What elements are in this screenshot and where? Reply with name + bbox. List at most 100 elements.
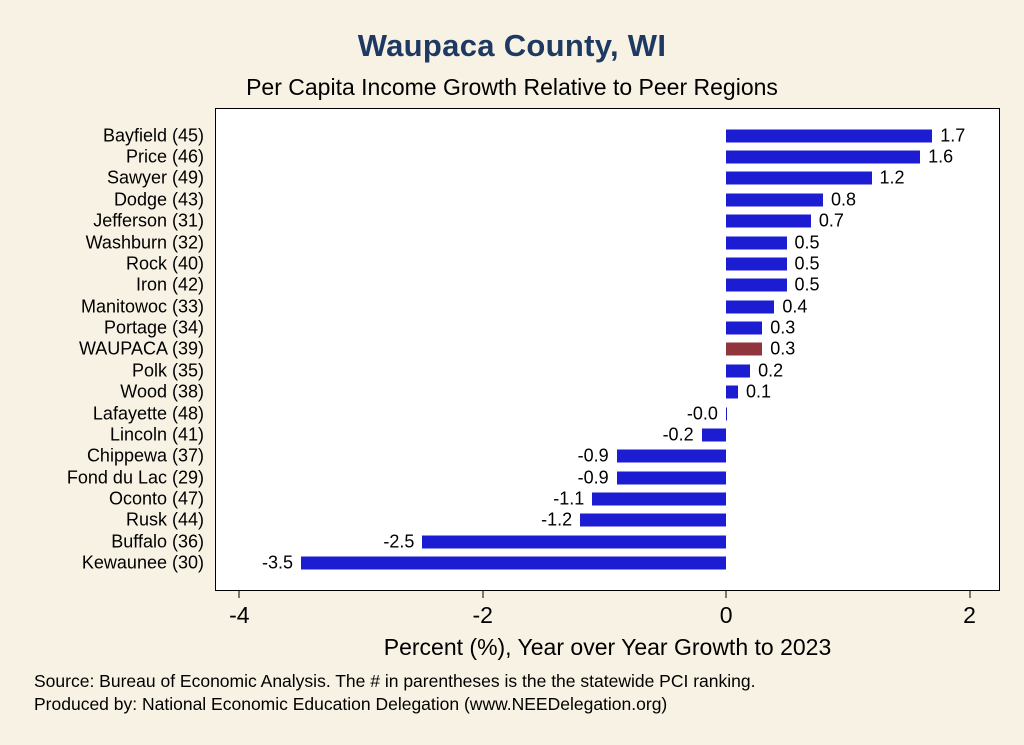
category-label: Wood (38): [120, 381, 204, 402]
category-label: WAUPACA (39): [78, 338, 204, 359]
value-label: 0.7: [818, 210, 844, 231]
bar-row: Manitowoc (33) 0.4: [81, 296, 999, 317]
bar-row: Buffalo (36) -2.5: [111, 531, 999, 552]
bar-row: Lafayette (48) -0.0: [93, 403, 999, 424]
value-label: 1.2: [879, 167, 905, 188]
bar: [725, 278, 787, 292]
bar-row: Oconto (47) -1.1: [109, 488, 999, 509]
bar: [725, 407, 728, 421]
value-label: 0.5: [794, 232, 820, 253]
bar: [725, 150, 921, 164]
value-label: -2.5: [383, 531, 415, 552]
bar: [725, 236, 787, 250]
category-label: Lincoln (41): [109, 424, 204, 445]
category-label: Polk (35): [131, 360, 204, 381]
bar: [725, 129, 933, 143]
value-label: -1.1: [553, 488, 585, 509]
bar: [592, 492, 726, 506]
bar: [725, 364, 751, 378]
bar-row: Kewaunee (30) -3.5: [82, 552, 999, 574]
bar-row: Sawyer (49) 1.2: [107, 167, 999, 189]
x-tick: [238, 590, 240, 598]
category-label: Washburn (32): [85, 232, 204, 253]
bar: [725, 342, 763, 356]
bar: [300, 556, 726, 570]
category-label: Bayfield (45): [102, 125, 204, 146]
chart-title: Waupaca County, WI: [357, 28, 667, 63]
bar: [725, 321, 763, 335]
bar: [725, 214, 811, 228]
value-label: 0.5: [794, 253, 820, 274]
chart-subtitle: Per Capita Income Growth Relative to Pee…: [246, 74, 778, 100]
category-label: Buffalo (36): [111, 531, 204, 552]
category-label: Jefferson (31): [93, 210, 204, 231]
value-label: -0.9: [577, 445, 609, 466]
bar: [616, 449, 726, 463]
value-label: -3.5: [261, 552, 293, 573]
bar-row: Polk (35) 0.2: [132, 360, 999, 381]
value-label: -0.2: [662, 424, 694, 445]
x-tick-label: 2: [963, 602, 976, 628]
category-label: Price (46): [125, 146, 204, 167]
category-label: Oconto (47): [108, 488, 204, 509]
bar: [725, 171, 872, 185]
category-label: Lafayette (48): [92, 403, 204, 424]
category-label: Sawyer (49): [106, 167, 204, 188]
value-label: -1.2: [541, 509, 573, 530]
bar-row: Iron (42) 0.5: [136, 274, 999, 296]
category-label: Rock (40): [125, 253, 204, 274]
bar-row: Jefferson (31) 0.7: [93, 210, 999, 232]
value-label: 0.8: [830, 189, 856, 210]
x-tick-label: -2: [472, 602, 493, 628]
bar-rows: Bayfield (45) 1.7 Price (46) 1.6 Sawyer (49)…: [67, 125, 999, 574]
bar-row: Fond du Lac (29) -0.9: [67, 467, 999, 488]
bar: [725, 257, 787, 271]
value-label: 1.7: [940, 125, 966, 146]
value-label: 0.1: [745, 381, 772, 402]
bar-row: Dodge (43) 0.8: [114, 189, 999, 210]
category-label: Iron (42): [135, 274, 204, 295]
category-label: Chippewa (37): [86, 445, 204, 466]
value-label: 0.3: [770, 317, 796, 338]
value-label: 0.4: [782, 296, 808, 317]
x-axis: -4 -2 0 2: [215, 590, 1000, 636]
bar-row: Rusk (44) -1.2: [126, 509, 999, 531]
value-label: 0.5: [794, 274, 820, 295]
value-label: -0.0: [686, 403, 718, 424]
bar: [580, 513, 726, 527]
bar-row: Bayfield (45) 1.7: [103, 125, 999, 146]
bar-row: Wood (38) 0.1: [120, 381, 999, 403]
bar-row: Rock (40) 0.5: [126, 253, 999, 274]
bar-row: Chippewa (37) -0.9: [87, 445, 999, 467]
x-tick: [969, 590, 971, 598]
x-tick-label: 0: [719, 602, 733, 628]
x-tick-label: -4: [229, 602, 250, 628]
category-label: Kewaunee (30): [81, 552, 204, 573]
bar: [616, 471, 726, 485]
value-label: -0.9: [577, 467, 609, 488]
bar-row: Lincoln (41) -0.2: [110, 424, 999, 445]
category-label: Fond du Lac (29): [66, 467, 204, 488]
bar: [701, 428, 726, 442]
category-label: Portage (34): [103, 317, 204, 338]
bar-row: Washburn (32) 0.5: [86, 232, 999, 253]
bar-row: Price (46) 1.6: [126, 146, 999, 167]
bar: [422, 535, 726, 549]
category-label: Rusk (44): [125, 509, 204, 530]
category-label: Dodge (43): [113, 189, 204, 210]
bar: [725, 193, 823, 207]
footer-produced-by: Produced by: National Economic Education…: [34, 694, 668, 714]
value-label: 1.6: [928, 146, 954, 167]
bar: [725, 385, 738, 399]
value-label: 0.2: [758, 360, 784, 381]
bar-row: Portage (34) 0.3: [104, 317, 999, 338]
bar: [725, 300, 775, 314]
footer: Source: Bureau of Economic Analysis. The…: [34, 670, 994, 716]
x-axis-label: Percent (%), Year over Year Growth to 20…: [383, 634, 832, 660]
plot-area: Bayfield (45) 1.7 Price (46) 1.6 Sawyer (49)…: [67, 108, 1000, 591]
value-label: 0.3: [770, 338, 796, 359]
x-tick: [725, 590, 727, 598]
bar-row: WAUPACA (39) 0.3: [79, 338, 999, 360]
footer-source: Source: Bureau of Economic Analysis. The…: [34, 671, 756, 691]
